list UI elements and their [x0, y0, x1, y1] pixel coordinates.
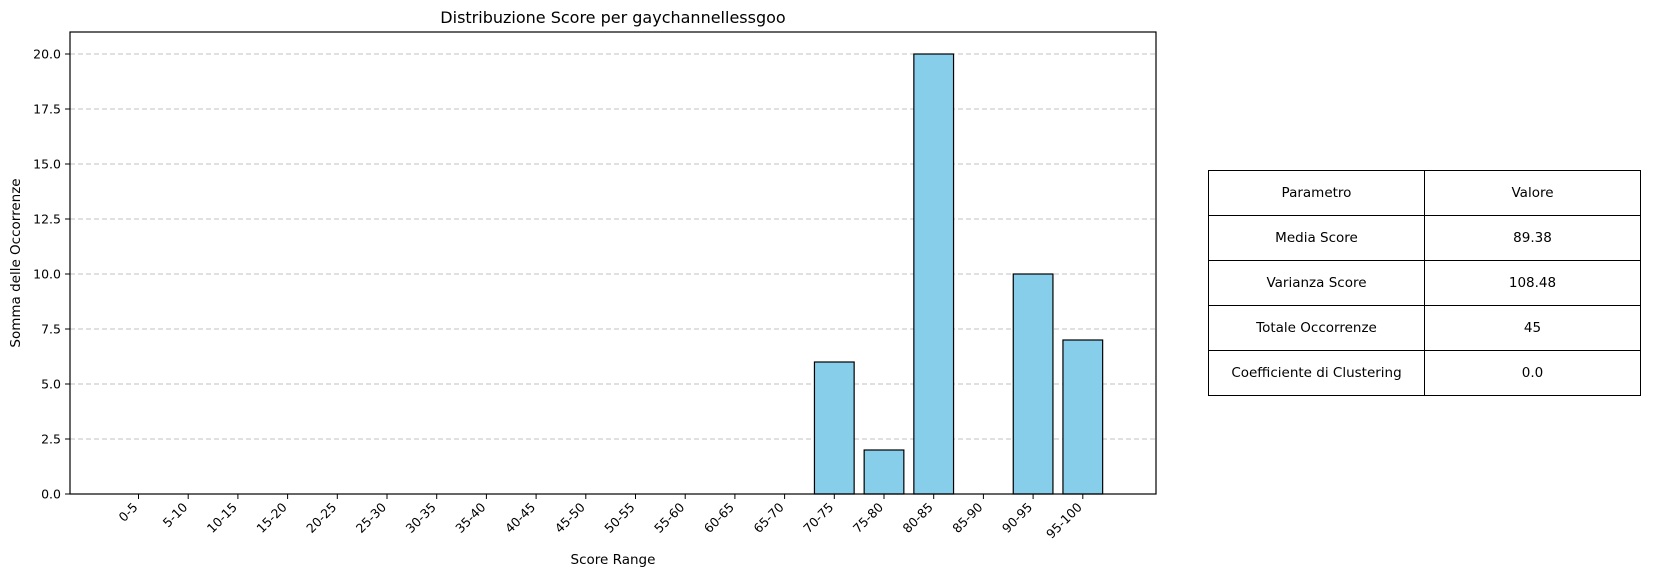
x-tick-label: 10-15: [204, 500, 240, 536]
stats-table: Parametro Valore Media Score 89.38 Varia…: [1208, 170, 1641, 396]
table-row: Coefficiente di Clustering 0.0: [1208, 350, 1641, 396]
x-tick-label: 15-20: [253, 499, 289, 535]
x-tick-label: 70-75: [800, 500, 836, 536]
table-header-row: Parametro Valore: [1208, 170, 1641, 216]
y-tick-label: 7.5: [41, 322, 61, 337]
x-tick-label: 55-60: [651, 499, 687, 535]
table-cell: Varianza Score: [1208, 260, 1425, 306]
x-tick-label: 45-50: [552, 499, 588, 535]
y-tick-label: 0.0: [41, 487, 61, 502]
table-row: Media Score 89.38: [1208, 215, 1641, 261]
y-axis-ticks: 0.0 2.5 5.0 7.5 10.0 12.5 15.0 17.5 20.0: [33, 47, 70, 502]
table-row: Varianza Score 108.48: [1208, 260, 1641, 306]
y-tick-label: 12.5: [33, 212, 61, 227]
y-tick-label: 15.0: [33, 157, 61, 172]
bars: [813, 53, 1104, 495]
x-axis-label: Score Range: [571, 552, 656, 568]
table-row: Totale Occorrenze 45: [1208, 305, 1641, 351]
table-cell: 108.48: [1424, 260, 1641, 306]
plot-frame: [69, 31, 1157, 495]
table-cell: Coefficiente di Clustering: [1208, 350, 1425, 396]
y-axis-label: Somma delle Occorrenze: [8, 178, 24, 347]
x-tick-label: 40-45: [502, 500, 538, 536]
table-cell: Media Score: [1208, 215, 1425, 261]
x-tick-label: 30-35: [403, 500, 439, 536]
bar: [863, 449, 905, 495]
x-tick-label: 0-5: [116, 500, 141, 525]
y-tick-label: 20.0: [33, 47, 61, 62]
x-tick-label: 90-95: [999, 500, 1035, 536]
x-tick-label: 65-70: [750, 499, 786, 535]
x-tick-label: 95-100: [1043, 499, 1085, 541]
y-tick-label: 10.0: [33, 267, 61, 282]
grid-lines: [70, 53, 1156, 495]
table-cell: Totale Occorrenze: [1208, 305, 1425, 351]
x-tick-label: 35-40: [452, 499, 488, 535]
table-cell: 45: [1424, 305, 1641, 351]
bar: [913, 53, 955, 495]
table-header-cell: Parametro: [1208, 170, 1425, 216]
x-tick-label: 60-65: [701, 500, 737, 536]
x-tick-label: 85-90: [949, 499, 985, 535]
bar: [813, 361, 855, 495]
table-header-cell: Valore: [1424, 170, 1641, 216]
y-tick-label: 17.5: [33, 102, 61, 117]
x-tick-label: 20-25: [303, 500, 339, 536]
chart-title: Distribuzione Score per gaychannellessgo…: [440, 8, 785, 27]
y-tick-label: 2.5: [41, 432, 61, 447]
table-cell: 89.38: [1424, 215, 1641, 261]
x-tick-label: 50-55: [601, 500, 637, 536]
y-tick-label: 5.0: [41, 377, 61, 392]
x-tick-label: 75-80: [850, 499, 886, 535]
x-tick-label: 5-10: [160, 499, 191, 530]
table-cell: 0.0: [1424, 350, 1641, 396]
x-axis-ticks: 0-5 5-10 10-15 15-20 20-25 25-30 30-35 35-40 40-…: [116, 494, 1085, 541]
x-tick-label: 25-30: [353, 499, 389, 535]
bar: [1012, 273, 1054, 495]
bar: [1062, 339, 1104, 495]
x-tick-label: 80-85: [900, 500, 936, 536]
